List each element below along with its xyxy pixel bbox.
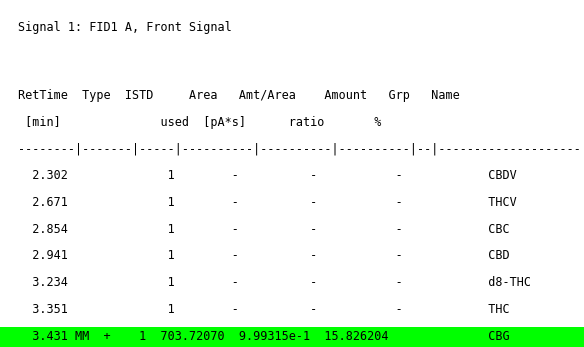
Text: 3.234              1        -          -           -            d8-THC: 3.234 1 - - - d8-THC (18, 276, 530, 289)
Text: [min]              used  [pA*s]      ratio       %: [min] used [pA*s] ratio % (18, 116, 381, 129)
Text: RetTime  Type  ISTD     Area   Amt/Area    Amount   Grp   Name: RetTime Type ISTD Area Amt/Area Amount G… (18, 89, 459, 102)
Text: 2.941              1        -          -           -            CBD: 2.941 1 - - - CBD (18, 249, 509, 262)
Text: 3.351              1        -          -           -            THC: 3.351 1 - - - THC (18, 303, 509, 316)
Text: --------|-------|-----|----------|----------|----------|--|--------------------: --------|-------|-----|----------|------… (18, 143, 580, 155)
Text: Signal 1: FID1 A, Front Signal: Signal 1: FID1 A, Front Signal (18, 21, 231, 34)
FancyBboxPatch shape (0, 327, 584, 347)
Text: 2.302              1        -          -           -            CBDV: 2.302 1 - - - CBDV (18, 169, 516, 182)
Text: 3.431 MM  +    1  703.72070  9.99315e-1  15.826204              CBG: 3.431 MM + 1 703.72070 9.99315e-1 15.826… (18, 330, 509, 342)
Text: 2.671              1        -          -           -            THCV: 2.671 1 - - - THCV (18, 196, 516, 209)
Text: 2.854              1        -          -           -            CBC: 2.854 1 - - - CBC (18, 223, 509, 236)
